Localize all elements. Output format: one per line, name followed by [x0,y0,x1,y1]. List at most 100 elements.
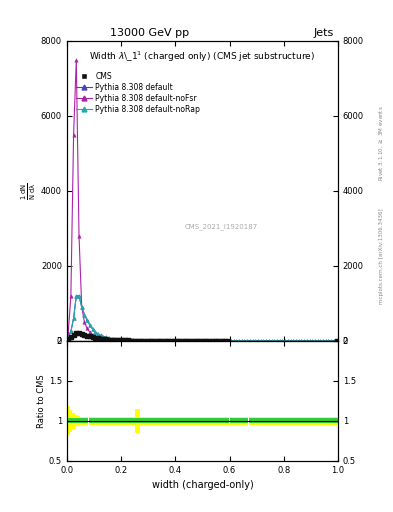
Bar [129,418,132,423]
Bar [200,418,202,423]
Point [70,331,77,339]
Bar [121,418,124,423]
Point [117,336,123,345]
Bar [83,418,86,423]
Bar [303,417,305,425]
Bar [156,417,159,425]
Bar [268,418,270,423]
Point [220,337,226,345]
Bar [308,418,311,423]
Bar [325,417,327,425]
Bar [275,418,278,423]
Bar [173,418,175,423]
Bar [227,417,230,425]
Point [187,337,193,345]
Bar [232,417,235,425]
Bar [127,417,129,425]
Point [154,336,161,345]
Point [125,336,131,345]
Bar [156,418,159,423]
Y-axis label: Ratio to CMS: Ratio to CMS [37,374,46,428]
Bar [284,418,286,423]
Bar [173,417,175,425]
Point [87,332,93,340]
Bar [314,418,316,423]
Bar [254,417,257,425]
Bar [265,418,268,423]
Bar [216,418,219,423]
Point [190,337,196,345]
Text: Rivet 3.1.10, $\geq$ 3M events: Rivet 3.1.10, $\geq$ 3M events [377,105,385,181]
Y-axis label: $\mathrm{\frac{1}{N}\frac{dN}{d\lambda}}$: $\mathrm{\frac{1}{N}\frac{dN}{d\lambda}}… [20,182,38,200]
Bar [143,417,145,425]
Bar [135,418,137,423]
Bar [137,409,140,433]
Bar [289,418,292,423]
Bar [75,415,78,426]
Bar [118,417,121,425]
Bar [286,417,289,425]
Bar [175,417,178,425]
Bar [227,418,230,423]
Bar [248,418,251,423]
Bar [259,418,262,423]
Point [171,337,177,345]
Point [108,336,115,344]
Bar [132,418,134,423]
Bar [83,417,86,425]
Bar [175,418,178,423]
Point [127,336,134,345]
Bar [230,418,232,423]
Text: CMS_2021_I1920187: CMS_2021_I1920187 [185,224,258,230]
Bar [110,417,113,425]
Point [225,337,231,345]
Bar [292,418,295,423]
Bar [145,418,148,423]
Bar [251,417,254,425]
Bar [235,417,238,425]
Bar [75,418,78,423]
Bar [108,418,110,423]
Point [152,336,158,345]
Bar [86,417,88,425]
Point [122,336,128,345]
Bar [221,417,224,425]
Bar [178,417,181,425]
Bar [216,417,219,425]
Bar [292,417,295,425]
Bar [278,418,281,423]
Bar [81,418,83,423]
Bar [205,418,208,423]
Bar [332,418,335,423]
Point [136,336,142,345]
Bar [186,418,189,423]
Bar [284,417,286,425]
Bar [278,417,281,425]
Bar [94,417,97,425]
Bar [295,418,297,423]
Point [65,335,71,343]
Bar [298,417,300,425]
Bar [129,417,132,425]
Bar [259,417,262,425]
Point [157,337,163,345]
Bar [102,417,105,425]
Bar [102,418,105,423]
Bar [189,417,191,425]
Text: mcplots.cern.ch [arXiv:1306.3436]: mcplots.cern.ch [arXiv:1306.3436] [379,208,384,304]
Bar [78,416,80,425]
Point [90,333,96,341]
Bar [303,418,305,423]
Bar [335,418,338,423]
Bar [197,418,200,423]
Point [95,334,101,343]
Point [133,336,139,345]
Bar [184,417,186,425]
Bar [105,417,107,425]
Bar [184,418,186,423]
Legend: CMS, Pythia 8.308 default, Pythia 8.308 default-noFsr, Pythia 8.308 default-noRa: CMS, Pythia 8.308 default, Pythia 8.308 … [73,69,204,117]
Point [163,337,169,345]
Bar [135,409,137,433]
Point [103,335,109,344]
Bar [322,417,324,425]
